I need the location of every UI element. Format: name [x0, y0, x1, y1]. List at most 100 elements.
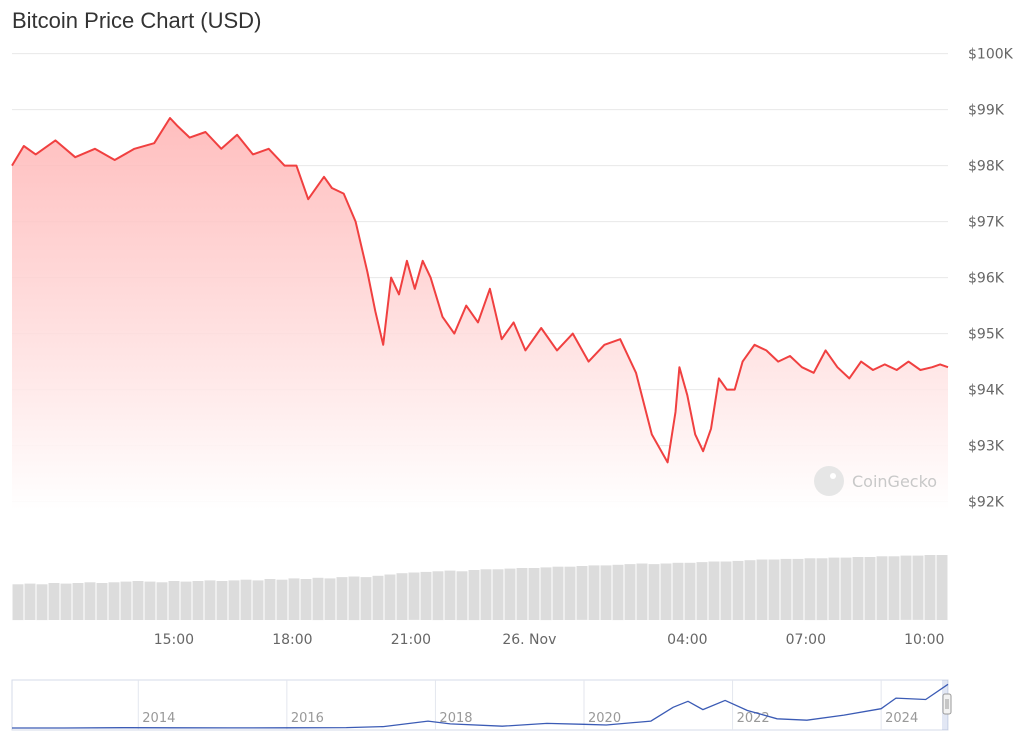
navigator-tick-label: 2018	[439, 711, 472, 726]
volume-bar	[336, 577, 348, 620]
y-tick-label: $99K	[968, 103, 1005, 119]
navigator-tick-label: 2014	[142, 711, 175, 726]
volume-bar	[900, 555, 912, 620]
volume-bar	[804, 558, 816, 621]
volume-bar	[168, 581, 180, 620]
y-tick-label: $100K	[968, 47, 1014, 63]
navigator-tick-label: 2022	[737, 711, 770, 726]
volume-bar	[852, 557, 864, 620]
volume-bar	[816, 558, 828, 621]
price-line	[11, 117, 949, 464]
volume-bar	[912, 555, 924, 620]
volume-bar	[312, 577, 324, 621]
volume-bar	[420, 571, 432, 620]
navigator-tick-label: 2024	[885, 711, 918, 726]
volume-bar	[396, 573, 408, 620]
volume-bar	[60, 583, 72, 620]
volume-bar	[324, 578, 336, 620]
volume-bar	[696, 562, 708, 620]
coingecko-logo-icon	[814, 466, 844, 496]
volume-bar	[372, 575, 384, 620]
volume-bar	[204, 580, 216, 620]
y-tick-label: $94K	[968, 383, 1005, 399]
y-tick-label: $95K	[968, 327, 1005, 343]
volume-bar	[444, 570, 456, 620]
x-tick-label: 18:00	[272, 632, 312, 648]
x-tick-label: 26. Nov	[502, 632, 556, 648]
navigator-tick-label: 2020	[588, 711, 621, 726]
volume-bar	[228, 580, 240, 620]
y-tick-label: $92K	[968, 495, 1005, 511]
volume-bar	[504, 568, 516, 620]
watermark-text: CoinGecko	[852, 472, 937, 491]
range-navigator[interactable]: 2014 2016 2018 2020 2022 2024	[11, 679, 952, 731]
volume-bar	[24, 583, 36, 620]
volume-bar	[756, 559, 768, 620]
volume-bar	[468, 570, 480, 621]
navigator-line	[12, 683, 949, 729]
volume-bar	[732, 560, 744, 620]
volume-bar	[84, 582, 96, 620]
volume-bar	[96, 583, 108, 620]
volume-bar	[540, 567, 552, 621]
volume-bar	[624, 564, 636, 620]
coingecko-watermark: CoinGecko	[814, 466, 937, 496]
volume-bar	[768, 559, 780, 620]
volume-bar	[684, 562, 696, 620]
volume-bar	[432, 571, 444, 621]
volume-bar	[276, 579, 288, 620]
volume-bar	[12, 584, 24, 621]
volume-bar	[516, 568, 528, 620]
volume-bar	[408, 572, 420, 620]
volume-bar	[840, 557, 852, 620]
volume-bar	[72, 583, 84, 620]
volume-bar	[240, 579, 252, 620]
y-tick-label: $98K	[968, 159, 1005, 175]
volume-bar	[576, 566, 588, 620]
y-tick-label: $93K	[968, 439, 1005, 455]
volume-bar	[660, 563, 672, 620]
volume-bar	[924, 555, 936, 620]
volume-bar	[720, 561, 732, 620]
volume-bar	[672, 562, 684, 620]
volume-bar	[648, 564, 660, 620]
volume-bar	[384, 574, 396, 620]
x-axis-labels: 15:00 18:00 21:00 26. Nov 04:00 07:00 10:00	[154, 632, 945, 648]
volume-bar	[360, 577, 372, 620]
volume-bar	[492, 569, 504, 620]
volume-bar	[936, 555, 948, 620]
y-tick-label: $96K	[968, 271, 1005, 287]
navigator-handle[interactable]	[942, 693, 952, 715]
x-tick-label: 07:00	[786, 632, 826, 648]
volume-bar	[456, 571, 468, 621]
volume-bar	[792, 558, 804, 620]
volume-bar	[48, 583, 60, 620]
volume-bar	[528, 568, 540, 620]
volume-bar	[588, 565, 600, 620]
volume-bar	[252, 580, 264, 620]
volume-bar	[480, 569, 492, 620]
volume-bar	[780, 558, 792, 620]
navigator-grid: 2014 2016 2018 2020 2022 2024	[137, 680, 918, 730]
chart-title: Bitcoin Price Chart (USD)	[12, 8, 262, 33]
volume-bar	[744, 560, 756, 620]
volume-bar	[864, 557, 876, 620]
volume-bar	[216, 581, 228, 620]
navigator-tick-label: 2016	[291, 711, 324, 726]
x-tick-label: 21:00	[391, 632, 431, 648]
volume-bar	[348, 576, 360, 621]
coingecko-logo-eye	[830, 473, 836, 479]
y-axis-labels: $100K $99K $98K $97K $96K $95K $94K $93K $92K	[968, 47, 1014, 511]
volume-bar	[36, 584, 48, 621]
navigator-price-line	[12, 683, 949, 729]
y-tick-label: $97K	[968, 215, 1005, 231]
volume-bar	[144, 581, 156, 620]
price-area	[11, 117, 949, 510]
volume-bar	[564, 566, 576, 620]
volume-bar	[180, 581, 192, 620]
volume-bar	[828, 557, 840, 620]
x-tick-label: 10:00	[904, 632, 944, 648]
volume-bar	[288, 578, 300, 620]
volume-bar	[300, 579, 312, 620]
